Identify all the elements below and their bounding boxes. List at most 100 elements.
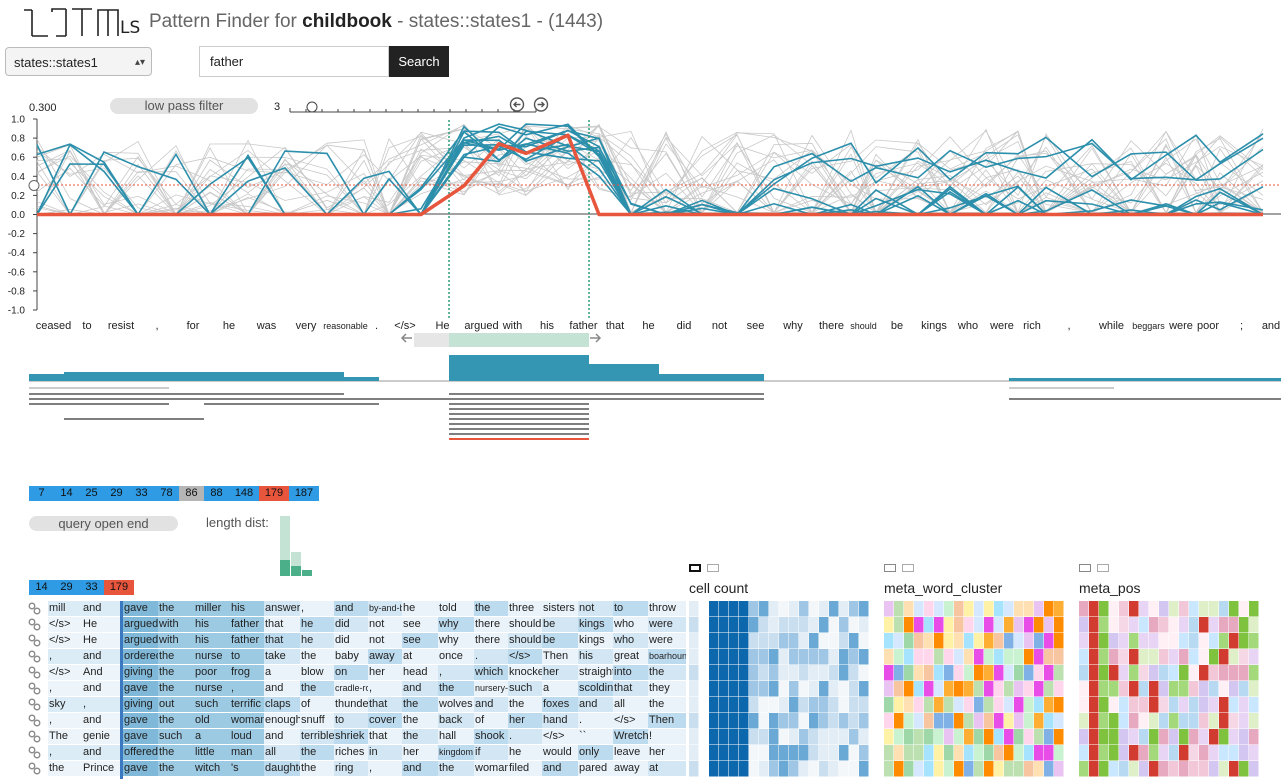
cell-badge[interactable]: 14 (29, 580, 54, 595)
cell-badge[interactable]: 86 (179, 486, 204, 501)
cell-badge[interactable]: 33 (129, 486, 154, 501)
token-cell: three (508, 601, 542, 616)
cell-badge[interactable]: 33 (79, 580, 104, 595)
query-open-end-button[interactable]: query open end (29, 516, 178, 531)
token-cell: and (82, 681, 123, 696)
toggle-icon[interactable] (707, 564, 719, 572)
token-cell: , (48, 649, 82, 664)
table-row[interactable]: , and offered the little man all the riches in her… (28, 745, 688, 760)
word-label: resist (108, 320, 134, 332)
heatmap-title: meta_word_cluster (884, 580, 1003, 596)
token-cell: be (542, 617, 578, 632)
token-cell: wolves (438, 697, 474, 712)
token-cell: Wretch (613, 729, 648, 744)
table-row[interactable]: The genie gave such a loud and terrible shriek th… (28, 729, 688, 744)
filter-slider[interactable] (286, 96, 576, 118)
state-plot[interactable]: 1.0 0.8 0.6 0.4 0.2 0.0 -0.2 -0.4 -0.6 -0.8 -1.0 c… (0, 95, 1281, 355)
token-cell: terrible (300, 729, 334, 744)
word-label: and (1262, 320, 1280, 332)
cell-badge[interactable]: 148 (229, 486, 259, 501)
link-icon[interactable] (28, 666, 42, 679)
toggle-icon[interactable] (902, 564, 914, 572)
token-cell: gave (123, 713, 158, 728)
link-icon[interactable] (28, 634, 42, 647)
selected-cells-list: 14 29 33 179 (29, 580, 134, 595)
token-cell: argued (123, 617, 158, 632)
token-cell: they (648, 681, 686, 696)
word-label: reasonable (323, 321, 368, 331)
cell-badge[interactable]: 78 (154, 486, 179, 501)
heatmap-3[interactable] (1079, 601, 1259, 779)
cell-badge[interactable]: 179 (104, 580, 134, 595)
table-row[interactable]: </s> And giving the poor frog a blow on her head, w… (28, 665, 688, 680)
sort-icon[interactable] (689, 564, 701, 572)
link-icon[interactable] (28, 618, 42, 631)
threshold-handle (28, 180, 40, 191)
token-cell: and (82, 649, 123, 664)
token-cell: </s> (508, 649, 542, 664)
cell-badge[interactable]: 14 (54, 486, 79, 501)
link-icon[interactable] (28, 730, 42, 743)
link-icon[interactable] (28, 746, 42, 759)
cell-badge[interactable]: 88 (204, 486, 229, 501)
token-cell: foxes (542, 697, 578, 712)
sort-icon[interactable] (1079, 564, 1091, 572)
table-row[interactable]: thePrincegavethewitch'sdaughterthering,a… (28, 761, 688, 776)
link-icon[interactable] (28, 714, 42, 727)
cell-badge[interactable]: 7 (29, 486, 54, 501)
token-cell: miller (194, 601, 230, 616)
shift-left-icon (509, 97, 525, 112)
cell-badge[interactable]: 29 (54, 580, 79, 595)
token-cell: , (48, 745, 82, 760)
token-cell: her (402, 745, 438, 760)
search-button[interactable]: Search (389, 46, 449, 77)
word-label: , (155, 320, 158, 332)
token-cell: , (300, 601, 334, 616)
token-cell: gave (123, 761, 158, 776)
link-icon[interactable] (28, 682, 42, 695)
table-row[interactable]: mill and gave the miller his answer, and by-and-… (28, 601, 688, 616)
sort-icon[interactable] (884, 564, 896, 572)
link-icon[interactable] (28, 762, 42, 775)
cell-badge[interactable]: 29 (104, 486, 129, 501)
token-cell: cover (368, 713, 402, 728)
link-icon[interactable] (28, 698, 42, 711)
table-row[interactable]: </s> He argued with his father that he did not see… (28, 617, 688, 632)
table-row[interactable]: </s> He argued with his father that he did not see… (28, 633, 688, 648)
link-icon[interactable] (28, 650, 42, 663)
word-label: . (375, 320, 378, 332)
cell-badge[interactable]: 25 (79, 486, 104, 501)
token-cell: hall (438, 729, 474, 744)
token-cell: , (438, 665, 474, 680)
token-cell: why (438, 617, 474, 632)
token-cell: did (334, 633, 368, 648)
token-cell: woman (230, 713, 264, 728)
word-label: were (1168, 320, 1193, 332)
state-select[interactable]: states::states1 ▴▾ (5, 47, 152, 76)
cell-badge[interactable]: 187 (289, 486, 319, 501)
link-icon[interactable] (28, 602, 42, 615)
table-row[interactable]: sky,givingoutsuchterrificclapsofthundert… (28, 697, 688, 712)
token-cell: the (158, 665, 194, 680)
token-cell: and (402, 761, 438, 776)
token-cell: a (542, 681, 578, 696)
table-row[interactable]: , and gave the old woman enough snuff to cover the… (28, 713, 688, 728)
token-cell: away (368, 649, 402, 664)
cell-badge[interactable]: 179 (259, 486, 289, 501)
state-select-value: states::states1 (14, 55, 98, 70)
heatmap-1[interactable] (689, 601, 869, 779)
search-input[interactable] (199, 46, 389, 77)
low-pass-filter-button[interactable]: low pass filter (110, 98, 258, 114)
y-tick-label: -1.0 (8, 306, 26, 317)
word-label: there (819, 320, 844, 332)
heatmap-2[interactable] (884, 601, 1064, 779)
toggle-icon[interactable] (1097, 564, 1109, 572)
token-cell: Then (542, 649, 578, 664)
table-row[interactable]: ,andgavethenurse,andthecradle-rocker,and… (28, 681, 688, 696)
nav-arrows[interactable] (508, 96, 552, 114)
range-right-arrow (590, 333, 602, 343)
table-row[interactable]: ,andorderedthenursetotakethebabyawayaton… (28, 649, 688, 664)
token-cell: why (438, 633, 474, 648)
token-cell: </s> (613, 713, 648, 728)
token-cell: shriek (334, 729, 368, 744)
